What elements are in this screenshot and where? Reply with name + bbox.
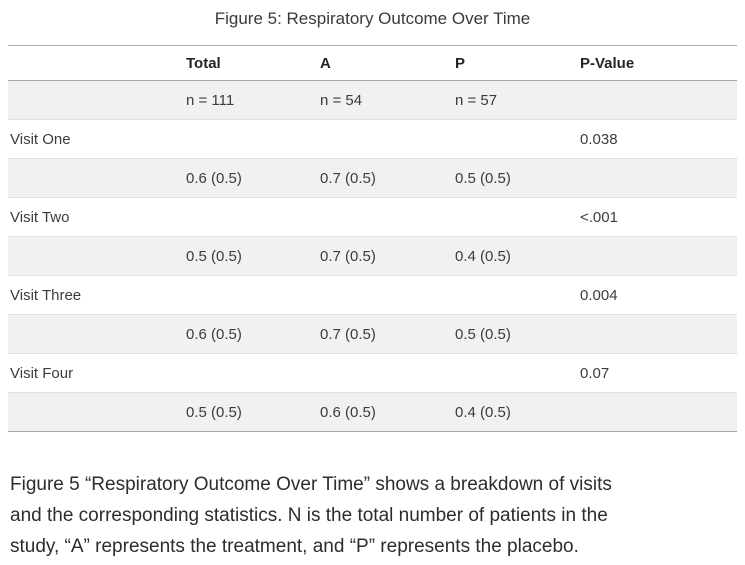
value-cell — [578, 236, 737, 276]
value-cell: n = 57 — [453, 80, 578, 120]
row-label-cell — [8, 314, 184, 354]
value-cell — [578, 392, 737, 432]
value-cell — [578, 80, 737, 120]
table-header-row: Total A P P-Value — [8, 45, 737, 81]
table-row: Visit Three 0.004 — [8, 275, 737, 315]
row-label-cell — [8, 236, 184, 276]
row-label-cell: Visit Four — [8, 353, 184, 393]
value-cell — [578, 158, 737, 198]
value-cell: 0.7 (0.5) — [318, 158, 453, 198]
table-row: Visit One 0.038 — [8, 119, 737, 159]
value-cell: 0.7 (0.5) — [318, 314, 453, 354]
col-header-a: A — [318, 45, 453, 81]
row-label-cell: Visit One — [8, 119, 184, 159]
value-cell — [318, 119, 453, 159]
value-cell: 0.07 — [578, 353, 737, 393]
value-cell — [318, 275, 453, 315]
value-cell: n = 54 — [318, 80, 453, 120]
table-row: 0.6 (0.5) 0.7 (0.5) 0.5 (0.5) — [8, 158, 737, 198]
value-cell: 0.5 (0.5) — [453, 314, 578, 354]
value-cell — [453, 353, 578, 393]
value-cell — [453, 275, 578, 315]
value-cell — [578, 314, 737, 354]
value-cell — [453, 197, 578, 237]
table-row: n = 111 n = 54 n = 57 — [8, 80, 737, 120]
value-cell: 0.4 (0.5) — [453, 392, 578, 432]
value-cell: 0.5 (0.5) — [184, 392, 318, 432]
value-cell: 0.038 — [578, 119, 737, 159]
value-cell: 0.7 (0.5) — [318, 236, 453, 276]
table-row: 0.6 (0.5) 0.7 (0.5) 0.5 (0.5) — [8, 314, 737, 354]
value-cell — [184, 353, 318, 393]
table-row: Visit Four 0.07 — [8, 353, 737, 393]
col-header-pvalue: P-Value — [578, 45, 737, 81]
value-cell — [184, 275, 318, 315]
value-cell: 0.5 (0.5) — [184, 236, 318, 276]
caption-line: study, “A” represents the treatment, and… — [10, 536, 579, 557]
table-body: n = 111 n = 54 n = 57 Visit One 0.038 0.6 (0.… — [8, 80, 737, 432]
row-label-cell: Visit Three — [8, 275, 184, 315]
value-cell: 0.5 (0.5) — [453, 158, 578, 198]
value-cell: 0.4 (0.5) — [453, 236, 578, 276]
row-label-cell — [8, 158, 184, 198]
value-cell: <.001 — [578, 197, 737, 237]
outcome-table: Total A P P-Value n = 111 n = 54 n = 57 Vis… — [8, 45, 737, 432]
value-cell: n = 111 — [184, 80, 318, 120]
row-label-cell — [8, 392, 184, 432]
value-cell: 0.6 (0.5) — [184, 314, 318, 354]
caption-line: and the corresponding statistics. N is t… — [10, 505, 608, 526]
value-cell — [318, 353, 453, 393]
value-cell — [318, 197, 453, 237]
row-label-cell — [8, 80, 184, 120]
table-row: 0.5 (0.5) 0.7 (0.5) 0.4 (0.5) — [8, 236, 737, 276]
value-cell: 0.004 — [578, 275, 737, 315]
col-header-total: Total — [184, 45, 318, 81]
col-header-rowlabel — [8, 45, 184, 81]
table-row: Visit Two <.001 — [8, 197, 737, 237]
value-cell — [184, 197, 318, 237]
col-header-p: P — [453, 45, 578, 81]
table-row: 0.5 (0.5) 0.6 (0.5) 0.4 (0.5) — [8, 392, 737, 432]
value-cell: 0.6 (0.5) — [318, 392, 453, 432]
value-cell: 0.6 (0.5) — [184, 158, 318, 198]
value-cell — [453, 119, 578, 159]
value-cell — [184, 119, 318, 159]
caption-line: Figure 5 “Respiratory Outcome Over Time”… — [10, 474, 612, 495]
figure-caption: Figure 5 “Respiratory Outcome Over Time”… — [10, 469, 737, 562]
figure-title: Figure 5: Respiratory Outcome Over Time — [214, 9, 531, 28]
row-label-cell: Visit Two — [8, 197, 184, 237]
